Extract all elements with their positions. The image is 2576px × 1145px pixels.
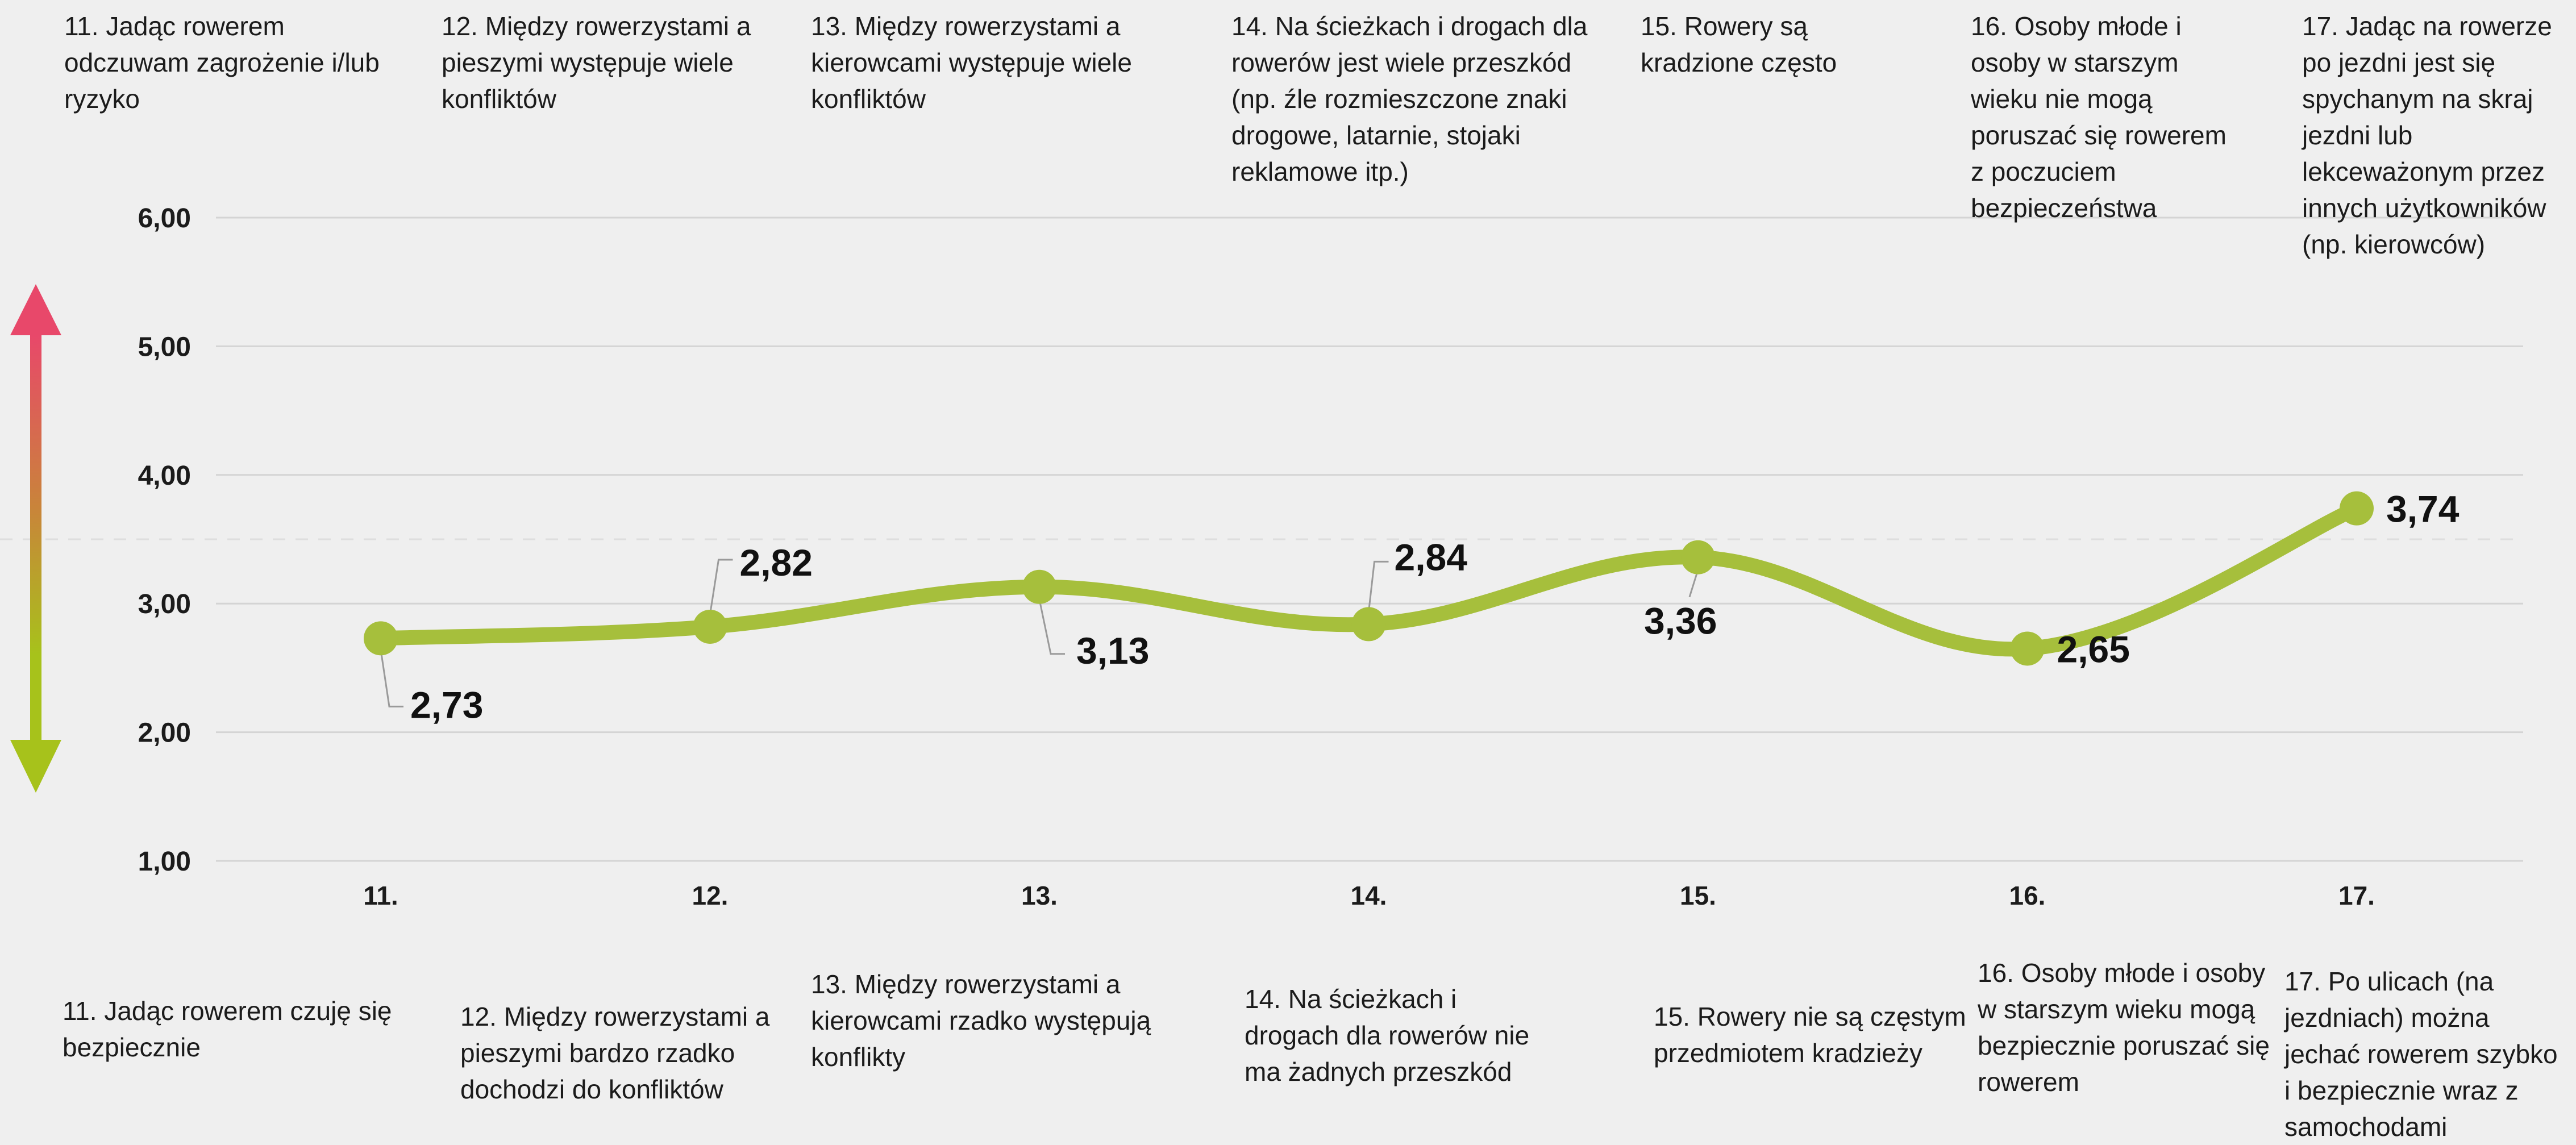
statement-top-11: 11. Jadąc rowerem odczuwam zagrożenie i/… bbox=[64, 11, 380, 114]
data-point bbox=[2340, 491, 2374, 526]
data-point bbox=[693, 609, 727, 644]
gridlines bbox=[0, 216, 2523, 862]
y-tick-label: 6,00 bbox=[138, 203, 191, 234]
scale-arrow-up-head bbox=[10, 284, 61, 335]
statement-top-16: 16. Osoby młode i osoby w starszym wieku… bbox=[1971, 11, 2227, 223]
leader-line bbox=[709, 559, 733, 615]
x-axis-categories: 11. 12. 13. 14. 15. 16. 17. bbox=[363, 881, 2375, 910]
data-label: 2,82 bbox=[740, 542, 813, 584]
data-labels: 2,73 2,82 3,13 2,84 3,36 2,65 3,74 bbox=[410, 488, 2460, 726]
statement-bottom-16: 16. Osoby młode i osoby w starszym wieku… bbox=[1978, 958, 2270, 1097]
data-point bbox=[1681, 540, 1715, 574]
data-point bbox=[364, 621, 398, 656]
x-category-label: 13. bbox=[1021, 881, 1058, 910]
leader-line bbox=[1368, 560, 1389, 612]
scale-arrow-down-head bbox=[10, 740, 61, 793]
scale-arrow-shaft bbox=[30, 335, 41, 744]
y-tick-label: 3,00 bbox=[138, 589, 191, 619]
statement-top-17: 17. Jadąc na rowerze po jezdni jest się … bbox=[2302, 11, 2552, 259]
data-label: 2,73 bbox=[410, 684, 483, 726]
data-point bbox=[1022, 569, 1056, 604]
x-category-label: 12. bbox=[692, 881, 729, 910]
leader-line bbox=[1688, 569, 1699, 598]
data-label: 2,65 bbox=[2057, 628, 2130, 670]
x-category-label: 16. bbox=[2009, 881, 2046, 910]
statement-top-12: 12. Między rowerzystami a pieszymi wystę… bbox=[442, 11, 751, 114]
x-category-label: 11. bbox=[363, 881, 398, 910]
statement-bottom-11: 11. Jadąc rowerem czuję się bezpiecznie bbox=[63, 996, 392, 1062]
statement-top-13: 13. Między rowerzystami a kierowcami wys… bbox=[811, 11, 1132, 114]
data-label: 3,74 bbox=[2386, 488, 2460, 530]
x-category-label: 15. bbox=[1680, 881, 1716, 910]
data-label: 3,36 bbox=[1644, 600, 1717, 642]
y-tick-label: 5,00 bbox=[138, 332, 191, 362]
scale-arrow bbox=[10, 284, 61, 793]
data-point bbox=[2010, 631, 2045, 666]
data-points bbox=[364, 491, 2374, 666]
y-tick-label: 2,00 bbox=[138, 718, 191, 748]
y-tick-label: 1,00 bbox=[138, 847, 191, 877]
data-label: 3,13 bbox=[1076, 630, 1149, 672]
leader-line bbox=[1038, 599, 1065, 655]
y-axis-ticks: 1,00 2,00 3,00 4,00 5,00 6,00 bbox=[138, 203, 191, 877]
statement-top-15: 15. Rowery są kradzione często bbox=[1641, 11, 1837, 77]
statement-bottom-15: 15. Rowery nie są częstym przedmiotem kr… bbox=[1654, 1002, 1966, 1068]
statement-bottom-14: 14. Na ścieżkach i drogach dla rowerów n… bbox=[1245, 984, 1530, 1086]
x-category-label: 17. bbox=[2338, 881, 2375, 910]
data-label: 2,84 bbox=[1395, 536, 1468, 578]
statement-top-14: 14. Na ścieżkach i drogach dla rowerów j… bbox=[1231, 11, 1588, 186]
data-point bbox=[1351, 607, 1386, 642]
statement-bottom-13: 13. Między rowerzystami a kierowcami rza… bbox=[811, 969, 1151, 1072]
x-category-label: 14. bbox=[1351, 881, 1387, 910]
leader-line bbox=[380, 649, 403, 707]
statement-bottom-12: 12. Między rowerzystami a pieszymi bardz… bbox=[460, 1002, 770, 1104]
statement-bottom-17: 17. Po ulicach (na jezdniach) można jech… bbox=[2284, 967, 2558, 1142]
y-tick-label: 4,00 bbox=[138, 461, 191, 491]
label-leaders bbox=[380, 559, 1699, 707]
